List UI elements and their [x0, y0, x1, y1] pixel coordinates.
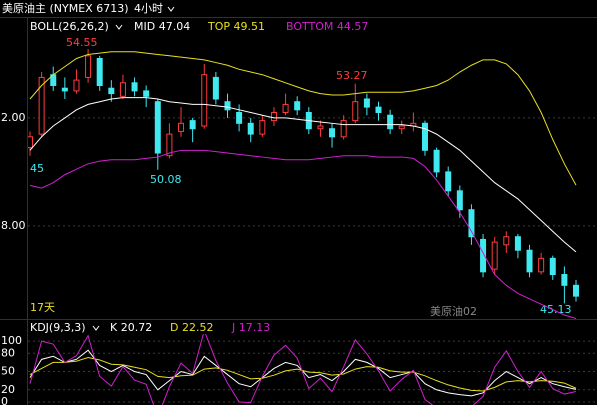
candle-body — [468, 209, 475, 238]
annotation: 45.13 — [540, 303, 572, 316]
candle-body — [259, 120, 266, 135]
annotation: 54.55 — [66, 36, 98, 49]
candle-body — [561, 274, 568, 286]
plot-area — [29, 334, 577, 405]
candle-body — [456, 190, 463, 211]
chart-title: 美原油主 (NYMEX 6713) — [2, 1, 129, 15]
candle-body — [96, 58, 103, 87]
candle-body — [178, 122, 185, 132]
legend-entry: D 22.52 — [170, 321, 213, 334]
series-line — [29, 334, 577, 405]
legend-entry: TOP 49.51 — [207, 20, 265, 33]
candle-body — [189, 120, 196, 130]
candle-body — [526, 249, 533, 273]
candle-body — [108, 87, 115, 95]
y-tick-label: 2.00 — [1, 111, 26, 124]
candle-body — [421, 122, 428, 151]
legend-entry: MID 47.04 — [134, 20, 190, 33]
candle-body — [236, 112, 243, 124]
annotation: 53.27 — [336, 69, 368, 82]
candle-body — [480, 238, 487, 273]
candle-body — [538, 257, 545, 273]
legend-entry: BOTTOM 44.57 — [286, 20, 368, 33]
candle-body — [514, 236, 521, 251]
dropdown-arrow — [92, 325, 100, 331]
candle-body — [61, 87, 68, 92]
candle-body — [212, 76, 219, 100]
corner-label: 17天 — [30, 301, 55, 314]
candle-body — [28, 136, 33, 149]
candle-body — [549, 257, 556, 276]
period[interactable]: 4小时 — [134, 2, 163, 15]
series-line — [29, 97, 577, 253]
candle-body — [491, 241, 498, 270]
candle-body — [387, 114, 394, 130]
candle-body — [85, 55, 92, 78]
candle-body — [294, 101, 301, 111]
y-tick-label: 50 — [1, 365, 15, 378]
candle-body — [375, 106, 382, 114]
y-tick-label: 8.00 — [1, 219, 26, 232]
candle-body — [282, 103, 289, 114]
candle-body — [398, 125, 405, 130]
y-tick-label: 20 — [1, 383, 15, 396]
candle-body — [247, 122, 254, 135]
indicator-label[interactable]: BOLL(26,26,2) — [30, 20, 109, 33]
candle-body — [73, 79, 80, 92]
candle-body — [154, 101, 161, 154]
candle-body — [329, 128, 336, 138]
y-tick-label: 100 — [1, 334, 22, 347]
candle-body — [131, 82, 138, 92]
candle-body — [445, 171, 452, 192]
candle-body — [363, 98, 370, 108]
dropdown-arrow — [167, 6, 175, 12]
candle-body — [317, 125, 324, 130]
candle-body — [503, 236, 510, 246]
dropdown-arrow — [115, 24, 123, 30]
legend-entry: J 17.13 — [231, 321, 270, 334]
y-tick-label: 80 — [1, 346, 15, 359]
candle-body — [352, 101, 359, 122]
annotation: 45 — [30, 162, 44, 175]
candle-body — [573, 284, 579, 297]
legend-entry: K 20.72 — [110, 321, 152, 334]
candle-body — [433, 149, 440, 173]
candle-body — [166, 133, 173, 157]
indicator-label[interactable]: KDJ(9,3,3) — [30, 321, 86, 334]
candle-body — [340, 120, 347, 138]
frame — [0, 17, 597, 405]
watermark: 美原油02 — [430, 304, 477, 318]
y-tick-label: 0 — [1, 395, 8, 405]
series-line — [29, 149, 577, 319]
candle-body — [201, 74, 208, 127]
candle-body — [224, 101, 231, 111]
candle-body — [270, 112, 277, 122]
plot-area — [28, 49, 579, 319]
series-line — [29, 51, 577, 186]
candle-body — [119, 82, 126, 97]
annotation: 50.08 — [150, 173, 182, 186]
candle-body — [143, 90, 150, 97]
candle-body — [38, 76, 45, 135]
